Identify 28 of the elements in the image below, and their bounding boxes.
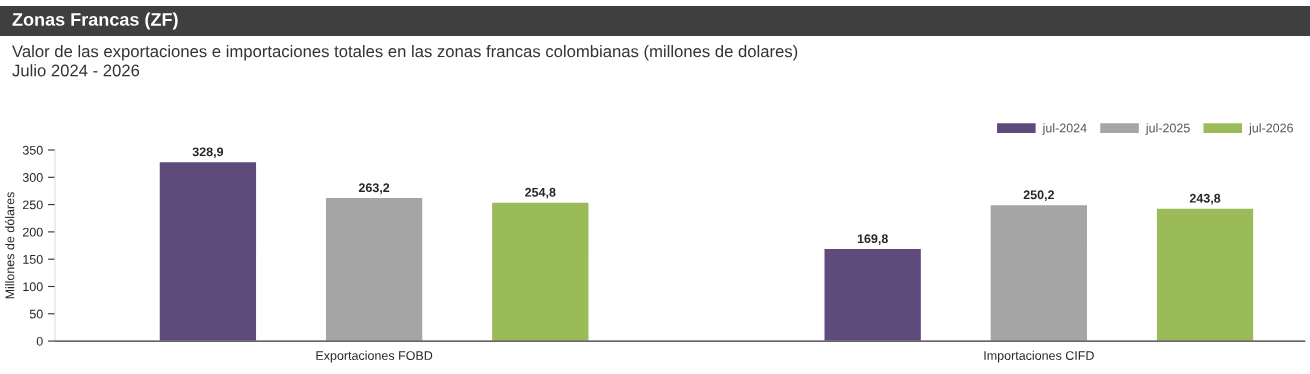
bar [989, 203, 1089, 342]
data-label: 328,9 [192, 147, 224, 159]
legend-label: jul-2026 [1248, 123, 1293, 135]
y-tick-label: 0 [36, 336, 43, 346]
y-tick-label: 150 [23, 254, 43, 264]
x-tick-label: Importaciones CIFD [984, 350, 1094, 363]
data-label: 243,8 [1189, 193, 1221, 205]
y-tick-label: 300 [22, 173, 43, 182]
data-label: 250,2 [1023, 190, 1054, 202]
data-label: 254,8 [525, 187, 556, 199]
bar [823, 247, 923, 342]
bar [1155, 207, 1255, 342]
bar [158, 160, 258, 342]
legend-label: jul-2025 [1145, 123, 1190, 135]
chart-title: Zonas Francas (ZF) [12, 12, 178, 30]
data-label: 263,2 [358, 183, 390, 194]
y-tick-label: 50 [29, 309, 43, 319]
bar [490, 201, 590, 342]
y-tick-label: 100 [23, 282, 43, 292]
y-tick-label: 250 [22, 200, 43, 210]
x-tick-label: Exportaciones FOBD [316, 350, 433, 363]
chart-subtitle: Valor de las exportaciones e importaciones totales en las zonas francas colombianas (millones de dolares) Julio 2024 - 2026 [12, 45, 798, 77]
legend-label: jul-2024 [1042, 123, 1087, 135]
bar [324, 196, 424, 342]
y-tick-label: 200 [22, 227, 43, 237]
y-axis-title: Millones de dólares [5, 192, 15, 299]
data-label: 169,8 [857, 234, 888, 245]
y-tick-label: 350 [22, 145, 43, 155]
